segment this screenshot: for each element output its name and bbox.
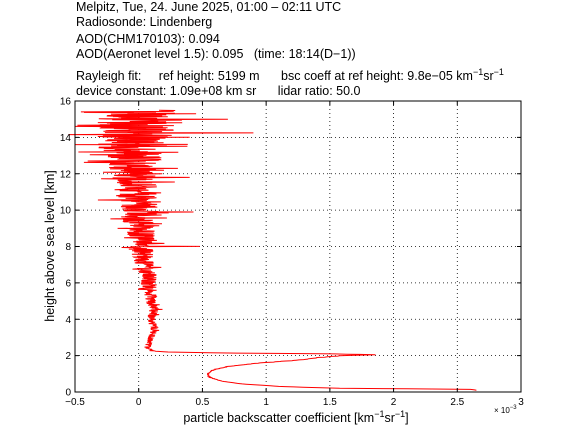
bsc-coeff-sup1: −1 xyxy=(472,67,484,77)
x-tick-label: −0.5 xyxy=(65,397,85,408)
x-tick-label: 0 xyxy=(136,397,142,408)
lidar-ratio-text: lidar ratio: 50.0 xyxy=(277,84,361,98)
y-axis-label: height above sea level [km] xyxy=(43,170,57,321)
title-line-device: device constant: 1.09e+08 km sr lidar ra… xyxy=(76,84,360,98)
y-tick-label: 14 xyxy=(60,133,72,144)
x-axis-label-end: ] xyxy=(405,411,408,425)
ref-height-text: ref height: 5199 m xyxy=(158,69,260,84)
y-tick-label: 4 xyxy=(65,315,71,326)
x-tick-label: 2 xyxy=(391,397,397,408)
device-constant-text: device constant: 1.09e+08 km sr xyxy=(76,84,257,98)
title-line-aod-chm: AOD(CHM170103): 0.094 xyxy=(76,32,220,46)
x-tick-label: 0.5 xyxy=(195,397,209,408)
aod-aeronet-text: AOD(Aeronet level 1.5): 0.095 (time: 18:… xyxy=(76,47,356,61)
x-tick-label: 1 xyxy=(263,397,269,408)
bsc-coeff-text: bsc coeff at ref height: 9.8e−05 km−1sr−… xyxy=(281,67,504,84)
y-tick-label: 16 xyxy=(60,97,72,108)
bsc-coeff-sup2: −1 xyxy=(493,67,504,77)
y-tick-label: 8 xyxy=(65,242,71,253)
title-text: Melpitz, Tue, 24. June 2025, 01:00 – 02:… xyxy=(76,0,342,14)
x-tick-label: 2.5 xyxy=(450,397,464,408)
x-axis-label-main: particle backscatter coefficient [km xyxy=(183,411,374,425)
y-tick-label: 0 xyxy=(65,388,71,399)
x-axis-label: particle backscatter coefficient [km−1sr… xyxy=(183,409,408,425)
x-axis-label-mid: sr xyxy=(384,411,394,425)
title-line-location-time: Melpitz, Tue, 24. June 2025, 01:00 – 02:… xyxy=(76,0,341,14)
x-multiplier-base: × 10 xyxy=(494,406,510,415)
y-tick-label: 10 xyxy=(60,206,72,217)
radiosonde-text: Radiosonde: Lindenberg xyxy=(76,15,213,29)
rayleigh-fit-label: Rayleigh fit: xyxy=(76,69,142,84)
y-tick-label: 2 xyxy=(65,351,71,362)
bsc-coeff-main: bsc coeff at ref height: 9.8e−05 km xyxy=(281,69,473,84)
title-line-aod-aeronet: AOD(Aeronet level 1.5): 0.095 (time: 18:… xyxy=(76,47,356,61)
title-line-rayleigh: Rayleigh fit: ref height: 5199 m bsc coe… xyxy=(76,67,504,83)
x-tick-label: 1.5 xyxy=(323,397,337,408)
x-tick-label: 3 xyxy=(518,397,524,408)
title-line-radiosonde: Radiosonde: Lindenberg xyxy=(76,15,212,29)
y-tick-label: 12 xyxy=(60,169,72,180)
aod-chm-text: AOD(CHM170103): 0.094 xyxy=(76,32,220,46)
x-axis-label-sup1: −1 xyxy=(374,409,384,419)
bsc-coeff-mid: sr xyxy=(483,69,494,84)
y-tick-label: 6 xyxy=(65,278,71,289)
backscatter-profile-line xyxy=(68,109,477,391)
x-multiplier-exp: −3 xyxy=(510,405,518,411)
x-axis-label-sup2: −1 xyxy=(395,409,405,419)
x-axis-multiplier: × 10−3 xyxy=(494,405,517,415)
profile-series xyxy=(68,109,477,391)
